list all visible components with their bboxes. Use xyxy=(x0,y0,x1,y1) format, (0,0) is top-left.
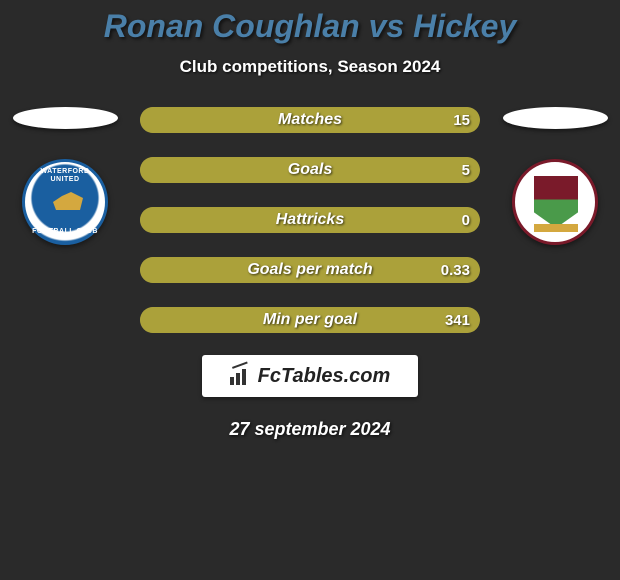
date-label: 27 september 2024 xyxy=(0,419,620,440)
stat-bar: Matches15 xyxy=(140,107,480,133)
comparison-card: Ronan Coughlan vs Hickey Club competitio… xyxy=(0,0,620,440)
crest-text-bot: FOOTBALL CLUB xyxy=(25,228,105,236)
stat-label: Goals xyxy=(140,161,480,179)
stat-bar: Min per goal341 xyxy=(140,307,480,333)
stat-bar: Hattricks0 xyxy=(140,207,480,233)
bar-chart-icon xyxy=(230,367,252,385)
stat-bars: Matches15 Goals5 Hattricks0 Goals per match… xyxy=(140,107,480,333)
main-row: WATERFORD UNITED FOOTBALL CLUB Matches15… xyxy=(0,107,620,333)
stat-label: Matches xyxy=(140,111,480,129)
crest-text-top: WATERFORD UNITED xyxy=(25,168,105,183)
team-crest-left: WATERFORD UNITED FOOTBALL CLUB xyxy=(22,159,108,245)
stat-bar: Goals5 xyxy=(140,157,480,183)
stat-value-right: 341 xyxy=(445,312,470,329)
player-placeholder-right xyxy=(503,107,608,129)
left-column: WATERFORD UNITED FOOTBALL CLUB xyxy=(10,107,120,245)
stat-value-right: 0.33 xyxy=(441,262,470,279)
team-crest-right xyxy=(512,159,598,245)
stat-bar: Goals per match0.33 xyxy=(140,257,480,283)
stat-value-right: 15 xyxy=(453,112,470,129)
stat-value-right: 0 xyxy=(462,212,470,229)
page-title: Ronan Coughlan vs Hickey xyxy=(0,8,620,45)
stat-label: Min per goal xyxy=(140,311,480,329)
branding-text: FcTables.com xyxy=(258,365,391,388)
stat-label: Goals per match xyxy=(140,261,480,279)
right-column xyxy=(500,107,610,245)
subtitle: Club competitions, Season 2024 xyxy=(0,57,620,77)
player-placeholder-left xyxy=(13,107,118,129)
stat-label: Hattricks xyxy=(140,211,480,229)
branding-badge[interactable]: FcTables.com xyxy=(202,355,418,397)
stat-value-right: 5 xyxy=(462,162,470,179)
